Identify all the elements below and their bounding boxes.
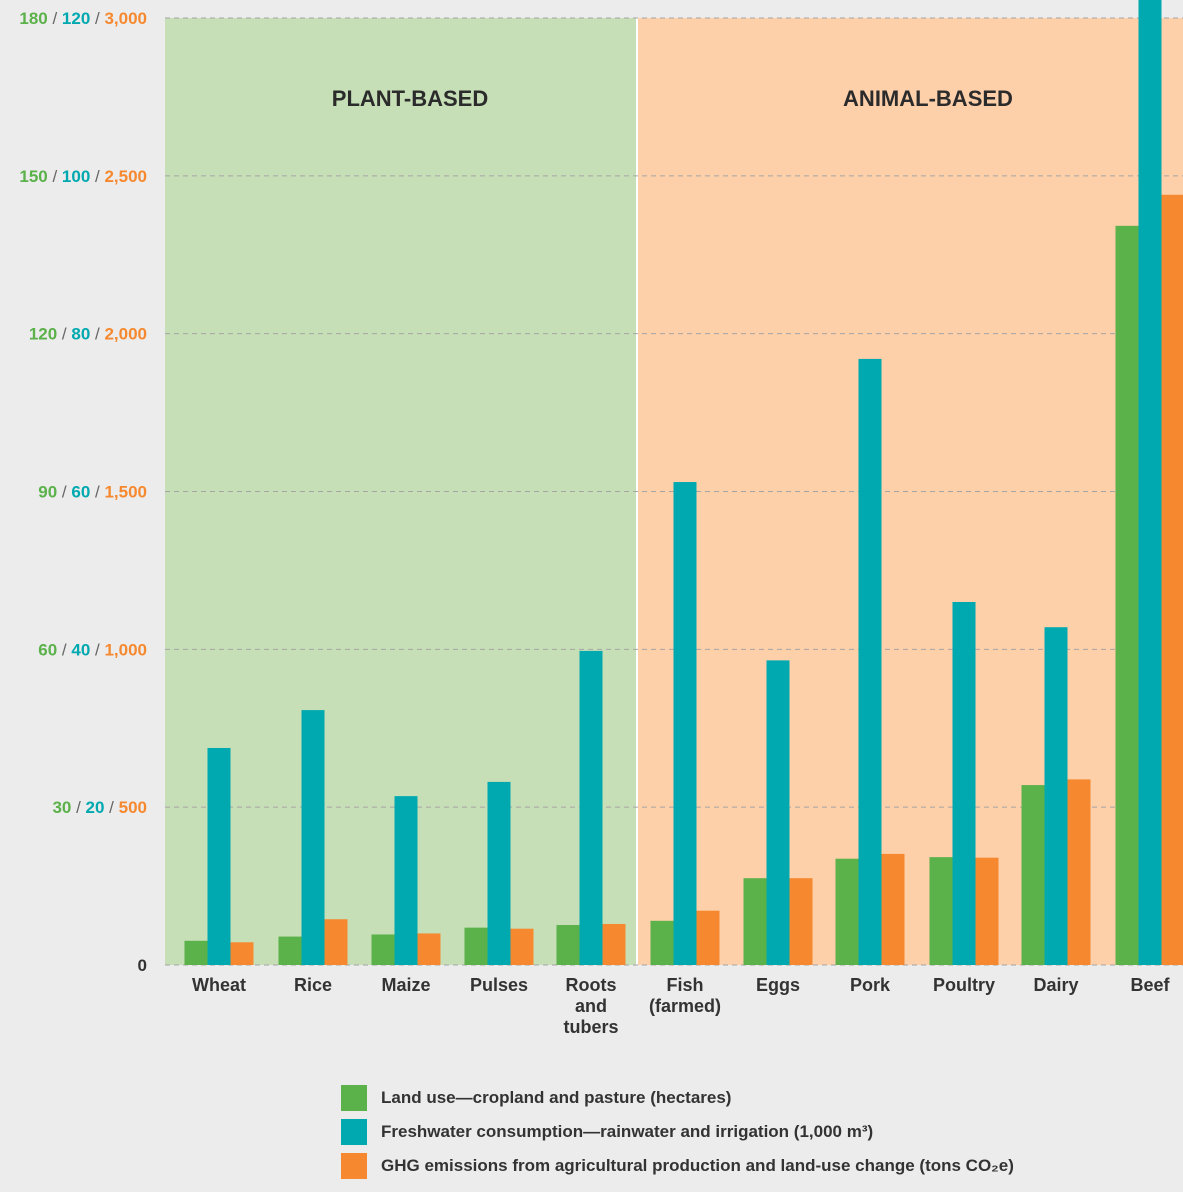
category-label-pulses: Pulses	[470, 975, 528, 995]
legend-swatch-land-use	[341, 1085, 367, 1111]
bar-poultry-1	[952, 601, 976, 965]
bar-poultry-2	[975, 857, 999, 965]
bar-beef-2	[1161, 194, 1183, 966]
bar-poultry-0	[929, 857, 953, 965]
category-label-beef: Beef	[1130, 975, 1170, 995]
bar-dairy-0	[1021, 785, 1045, 965]
bar-rice-1	[301, 710, 325, 965]
bar-fish-farmed-2	[696, 910, 720, 965]
bar-roots-and-tubers-1	[579, 650, 603, 965]
bar-pulses-2	[510, 928, 534, 965]
bar-dairy-2	[1067, 779, 1091, 965]
legend-item-ghg: GHG emissions from agricultural producti…	[341, 1152, 1014, 1180]
category-label-fish-farmed: Fish (farmed)	[649, 975, 721, 1016]
y-tick-label: 90 / 60 / 1,500	[38, 483, 147, 502]
bar-wheat-2	[230, 942, 254, 965]
bar-maize-0	[371, 934, 395, 965]
bar-pulses-0	[464, 927, 488, 965]
bar-eggs-1	[766, 660, 790, 965]
category-label-eggs: Eggs	[756, 975, 800, 995]
y-tick-label: 120 / 80 / 2,000	[29, 325, 147, 344]
bar-fish-farmed-0	[650, 920, 674, 965]
bar-maize-2	[417, 933, 441, 965]
legend-label-land-use: Land use—cropland and pasture (hectares)	[381, 1088, 732, 1107]
bar-pork-1	[858, 358, 882, 965]
food-footprint-chart: PLANT-BASED ANIMAL-BASED 0 30 / 20 / 500 6…	[19, 0, 1183, 1037]
bar-beef-0	[1115, 225, 1139, 965]
bar-rice-2	[324, 919, 348, 965]
legend-swatch-ghg	[341, 1153, 367, 1179]
category-label-roots-and-tubers: Roots and tubers	[563, 975, 618, 1037]
legend-label-ghg: GHG emissions from agricultural producti…	[381, 1156, 1014, 1175]
y-tick-label: 150 / 100 / 2,500	[19, 167, 147, 186]
category-label-wheat: Wheat	[192, 975, 246, 995]
plant-based-label: PLANT-BASED	[332, 86, 488, 111]
bar-dairy-1	[1044, 627, 1068, 965]
y-axis-ticks: 0 30 / 20 / 500 60 / 40 / 1,000 90 / 60 / 1…	[19, 9, 147, 975]
bar-eggs-0	[743, 878, 767, 965]
legend-swatch-freshwater	[341, 1119, 367, 1145]
bar-pork-0	[835, 858, 859, 965]
y-tick-label: 60 / 40 / 1,000	[38, 640, 147, 659]
x-axis-categories: Wheat Rice Maize Pulses Roots and tubers Fish (f…	[192, 975, 1171, 1037]
bars	[184, 0, 1183, 966]
bar-wheat-0	[184, 940, 208, 965]
bar-rice-0	[278, 936, 302, 965]
legend-item-land-use: Land use—cropland and pasture (hectares)	[341, 1084, 1014, 1112]
legend-label-freshwater: Freshwater consumption—rainwater and irr…	[381, 1122, 874, 1141]
legend-item-freshwater: Freshwater consumption—rainwater and irr…	[341, 1118, 1014, 1146]
bar-roots-and-tubers-2	[602, 923, 626, 965]
legend: Land use—cropland and pasture (hectares)…	[341, 1084, 1014, 1186]
y-tick-label: 180 / 120 / 3,000	[19, 9, 147, 28]
bar-eggs-2	[789, 878, 813, 965]
category-label-pork: Pork	[850, 975, 891, 995]
bar-pulses-1	[487, 781, 511, 965]
y-tick-label: 0	[138, 956, 147, 975]
animal-based-label: ANIMAL-BASED	[843, 86, 1013, 111]
bar-pork-2	[881, 853, 905, 965]
category-label-poultry: Poultry	[933, 975, 995, 995]
bar-roots-and-tubers-0	[556, 925, 580, 965]
y-tick-label: 30 / 20 / 500	[52, 798, 147, 817]
category-label-maize: Maize	[381, 975, 430, 995]
bar-wheat-1	[207, 747, 231, 965]
category-label-dairy: Dairy	[1033, 975, 1078, 995]
bar-fish-farmed-1	[673, 482, 697, 965]
bar-beef-1	[1138, 0, 1162, 965]
category-label-rice: Rice	[294, 975, 332, 995]
bar-maize-1	[394, 796, 418, 965]
